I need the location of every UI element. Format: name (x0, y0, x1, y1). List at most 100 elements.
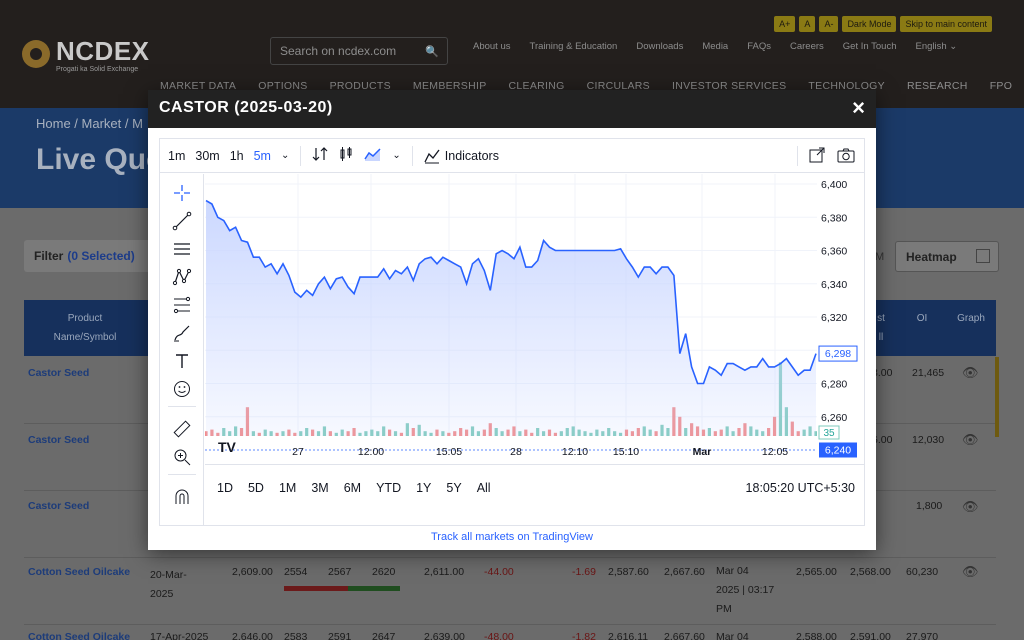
language-select[interactable]: English ⌄ (915, 41, 958, 52)
eye-icon[interactable]: 👁 (962, 432, 979, 447)
compare-symbols-icon[interactable] (307, 146, 333, 165)
row-symbol[interactable]: Castor Seed (28, 500, 90, 512)
font-decrease-button[interactable]: A- (819, 16, 839, 32)
dark-mode-button[interactable]: Dark Mode (842, 16, 897, 32)
area-chart-icon[interactable] (359, 146, 387, 165)
range-all[interactable]: All (476, 481, 491, 495)
camera-icon[interactable] (836, 146, 856, 167)
nav-research[interactable]: RESEARCH (906, 80, 968, 92)
interval-1h[interactable]: 1h (229, 148, 244, 163)
brush-icon[interactable] (170, 322, 194, 344)
search-icon[interactable]: 🔍 (425, 46, 439, 58)
horizontal-lines-icon[interactable] (170, 238, 194, 260)
tradingview-link[interactable]: Track all markets on TradingView (430, 531, 593, 543)
emoji-icon[interactable] (170, 378, 194, 400)
logo-mark-icon (22, 40, 50, 68)
x-tick-label: Mar (693, 446, 712, 458)
text-tool-icon[interactable] (170, 350, 194, 372)
nav-investor-services[interactable]: INVESTOR SERVICES (672, 80, 787, 92)
font-reset-button[interactable]: A (799, 16, 816, 32)
dropdown-fragment[interactable]: M (875, 251, 885, 263)
site-search-input[interactable]: Search on ncdex.com 🔍 (270, 37, 448, 65)
nav-membership[interactable]: MEMBERSHIP (412, 80, 487, 92)
row-symbol[interactable]: Cotton Seed Oilcake (28, 566, 131, 578)
link-media[interactable]: Media (702, 41, 729, 52)
grid-icon (976, 249, 990, 263)
nav-clearing[interactable]: CLEARING (508, 80, 565, 92)
link-careers[interactable]: Careers (789, 41, 824, 52)
nav-technology[interactable]: TECHNOLOGY (808, 80, 885, 92)
table-row[interactable]: Cotton Seed Oilcake 20-Mar- 2025 2,609.00… (24, 558, 996, 625)
price-axis[interactable]: 6,4006,3806,3606,3406,3206,3006,2806,260… (817, 174, 864, 464)
range-5d[interactable]: 5D (247, 481, 264, 495)
nav-market-data[interactable]: MARKET DATA (160, 80, 237, 92)
range-1y[interactable]: 1Y (416, 481, 432, 495)
row-v1: 2,616.11 (608, 631, 649, 640)
range-1d[interactable]: 1D (217, 481, 233, 495)
indicators-label: Indicators (444, 148, 499, 163)
col-last[interactable]: st ll (877, 313, 885, 343)
crosshair-price-label: 6,240 (825, 445, 851, 457)
range-5y[interactable]: 5Y (446, 481, 462, 495)
col-product[interactable]: Product Name/Symbol (53, 313, 117, 343)
range-3m[interactable]: 3M (311, 481, 329, 495)
nav-fpo[interactable]: FPO (989, 80, 1013, 92)
skip-to-content-button[interactable]: Skip to main content (900, 16, 992, 32)
interval-1m[interactable]: 1m (168, 148, 186, 163)
eye-icon[interactable]: 👁 (962, 564, 979, 579)
x-tick-label: 12:00 (358, 446, 384, 458)
interval-30m[interactable]: 30m (195, 148, 220, 163)
logo-tagline: Progati ka Solid Exchange (56, 66, 139, 73)
col-oi[interactable]: OI (916, 313, 928, 324)
eye-icon[interactable]: 👁 (962, 365, 979, 380)
row-high: 2647 (372, 631, 396, 640)
range-6m[interactable]: 6M (343, 481, 362, 495)
crosshair-icon[interactable] (170, 182, 194, 204)
nav-options[interactable]: OPTIONS (258, 80, 308, 92)
pattern-icon[interactable] (170, 266, 194, 288)
table-row[interactable]: Castor Seed 1,800 👁 (24, 491, 996, 558)
trend-line-icon[interactable] (170, 210, 194, 232)
row-mid: 2591 (328, 631, 352, 640)
tool-divider (168, 474, 196, 475)
x-tick-label: 28 (510, 446, 522, 458)
table-row[interactable]: Cotton Seed Oilcake 17-Apr-2025 2,646.00… (24, 625, 996, 640)
ncdex-logo[interactable]: NCDEX Progati ka Solid Exchange (22, 38, 150, 73)
zoom-in-icon[interactable] (170, 446, 194, 468)
breadcrumb[interactable]: Home / Market / M (36, 116, 143, 131)
close-icon[interactable]: × (852, 95, 865, 120)
eye-icon[interactable]: 👁 (962, 499, 979, 514)
indicators-button[interactable]: Indicators (419, 148, 504, 164)
price-chart[interactable]: TV 27 12:00 15:05 28 12:10 15:10 Mar 12:05 (205, 174, 817, 464)
nav-products[interactable]: PRODUCTS (329, 80, 391, 92)
nav-circulars[interactable]: CIRCULARS (586, 80, 650, 92)
row-symbol[interactable]: Castor Seed (28, 434, 90, 446)
col-graph[interactable]: Graph (957, 313, 985, 324)
link-training[interactable]: Training & Education (529, 41, 618, 52)
time-zone-display[interactable]: 18:05:20 UTC+5:30 (745, 481, 855, 495)
link-about-us[interactable]: About us (473, 41, 511, 52)
link-downloads[interactable]: Downloads (636, 41, 684, 52)
fib-retracement-icon[interactable] (170, 294, 194, 316)
range-ytd[interactable]: YTD (376, 481, 402, 495)
share-icon[interactable] (808, 146, 826, 167)
interval-5m[interactable]: 5m (253, 148, 271, 163)
row-oi: 60,230 (906, 566, 939, 578)
heatmap-button[interactable]: Heatmap (895, 241, 999, 272)
link-faqs[interactable]: FAQs (747, 41, 771, 52)
magnet-icon[interactable] (170, 486, 194, 508)
interval-dropdown-chevron-icon[interactable]: ⌄ (280, 150, 290, 161)
y-tick-label: 6,360 (821, 246, 847, 258)
row-expiry: 17-Apr-2025 (150, 631, 209, 640)
tradingview-logo[interactable]: TV (218, 439, 237, 455)
range-1m[interactable]: 1M (278, 481, 297, 495)
row-symbol[interactable]: Cotton Seed Oilcake (28, 631, 131, 640)
filter-button[interactable]: Filter (0 Selected) (24, 240, 154, 272)
ruler-icon[interactable] (170, 418, 194, 440)
candles-icon[interactable] (333, 146, 359, 165)
row-symbol[interactable]: Castor Seed (28, 367, 90, 379)
link-get-in-touch[interactable]: Get In Touch (842, 41, 897, 52)
font-increase-button[interactable]: A+ (774, 16, 796, 32)
chart-type-chevron-icon[interactable]: ⌄ (392, 150, 401, 161)
